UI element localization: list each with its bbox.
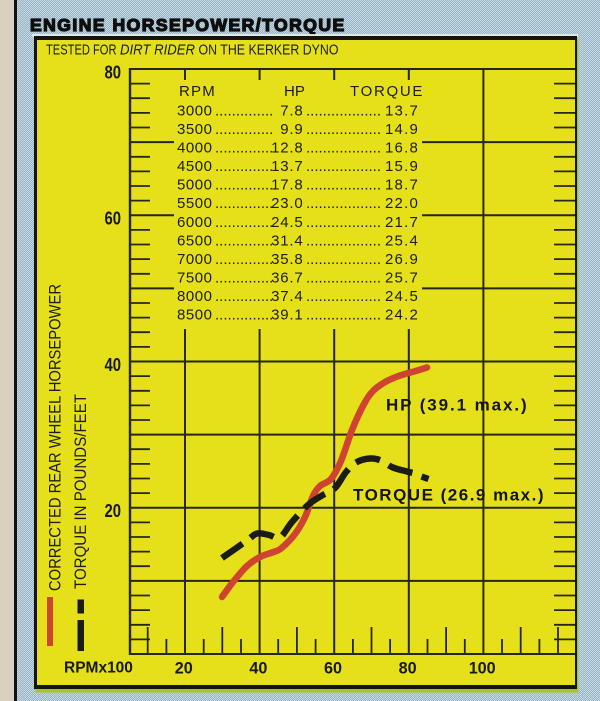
svg-text:5000: 5000 [177,177,213,194]
svg-text:HP (39.1 max.): HP (39.1 max.) [386,396,529,415]
svg-text:40: 40 [249,660,267,678]
svg-text:22.0: 22.0 [385,195,419,212]
svg-text:5500: 5500 [177,195,213,212]
svg-text:..................: .................. [306,288,381,305]
svg-text:18.7: 18.7 [385,177,419,194]
svg-text:..................: .................. [306,103,381,120]
svg-text:8000: 8000 [177,288,213,305]
svg-text:..............: .............. [215,214,273,231]
svg-text:..............: .............. [215,103,273,120]
svg-text:..............: .............. [215,307,273,324]
svg-text:TORQUE: TORQUE [350,83,424,100]
svg-text:16.8: 16.8 [385,140,419,157]
svg-text:TESTED FOR: TESTED FOR [46,43,117,59]
svg-text:..................: .................. [306,270,381,287]
svg-text:13.7: 13.7 [385,103,419,120]
svg-text:24.5: 24.5 [271,214,303,231]
svg-text:4500: 4500 [177,158,213,175]
svg-text:..............: .............. [215,251,273,268]
svg-text:TORQUE (26.9 max.): TORQUE (26.9 max.) [353,486,545,505]
svg-text:7500: 7500 [177,270,213,287]
svg-text:31.4: 31.4 [271,232,303,249]
svg-text:7.8: 7.8 [280,103,303,120]
svg-text:8500: 8500 [177,307,213,324]
svg-text:..................: .................. [306,251,381,268]
svg-text:12.8: 12.8 [271,140,303,157]
svg-text:..............: .............. [215,177,273,194]
svg-text:26.9: 26.9 [385,251,419,268]
svg-text:3000: 3000 [177,103,213,120]
svg-text:..............: .............. [215,158,273,175]
svg-text:24.2: 24.2 [385,307,419,324]
svg-text:80: 80 [105,63,122,83]
svg-text:..................: .................. [306,232,381,249]
svg-text:..................: .................. [306,214,381,231]
svg-text:3500: 3500 [177,121,213,138]
svg-text:4000: 4000 [177,140,213,157]
svg-text:25.7: 25.7 [385,270,419,287]
svg-text:..............: .............. [215,140,273,157]
svg-text:14.9: 14.9 [385,121,419,138]
svg-text:60: 60 [105,209,122,229]
svg-text:9.9: 9.9 [280,121,303,138]
svg-text:24.5: 24.5 [385,288,419,305]
svg-text:39.1: 39.1 [271,307,303,324]
svg-text:CORRECTED REAR WHEEL HORSEPOWE: CORRECTED REAR WHEEL HORSEPOWER [47,284,65,591]
svg-text:..................: .................. [306,307,381,324]
svg-text:..................: .................. [306,121,381,138]
svg-text:..............: .............. [215,288,273,305]
svg-text:60: 60 [324,660,342,678]
svg-text:DIRT RIDER: DIRT RIDER [120,43,195,59]
svg-text:TORQUE IN POUNDS/FEET: TORQUE IN POUNDS/FEET [72,394,90,589]
svg-text:21.7: 21.7 [385,214,419,231]
svg-text:20: 20 [105,501,122,521]
svg-text:13.7: 13.7 [271,158,303,175]
svg-text:..................: .................. [306,158,381,175]
svg-text:..............: .............. [215,270,273,287]
svg-text:HP: HP [284,83,305,100]
svg-text:20: 20 [175,660,193,678]
svg-text:7000: 7000 [177,251,213,268]
svg-text:..............: .............. [215,232,273,249]
svg-text:17.8: 17.8 [271,177,303,194]
svg-text:RPM: RPM [179,83,216,100]
svg-text:35.8: 35.8 [271,251,303,268]
svg-text:..............: .............. [215,195,273,212]
svg-text:6500: 6500 [177,232,213,249]
svg-text:RPMx100: RPMx100 [64,660,133,677]
svg-text:100: 100 [469,660,496,678]
svg-text:..................: .................. [306,177,381,194]
svg-text:15.9: 15.9 [385,158,419,175]
svg-text:25.4: 25.4 [385,232,419,249]
svg-text:..................: .................. [306,195,381,212]
svg-text:40: 40 [105,355,122,375]
svg-text:36.7: 36.7 [271,270,303,287]
svg-text:37.4: 37.4 [271,288,303,305]
svg-text:..................: .................. [306,140,381,157]
svg-text:80: 80 [399,660,417,678]
svg-text:..............: .............. [215,121,273,138]
svg-text:ON THE KERKER DYNO: ON THE KERKER DYNO [199,43,339,59]
svg-text:23.0: 23.0 [271,195,303,212]
svg-text:6000: 6000 [177,214,213,231]
